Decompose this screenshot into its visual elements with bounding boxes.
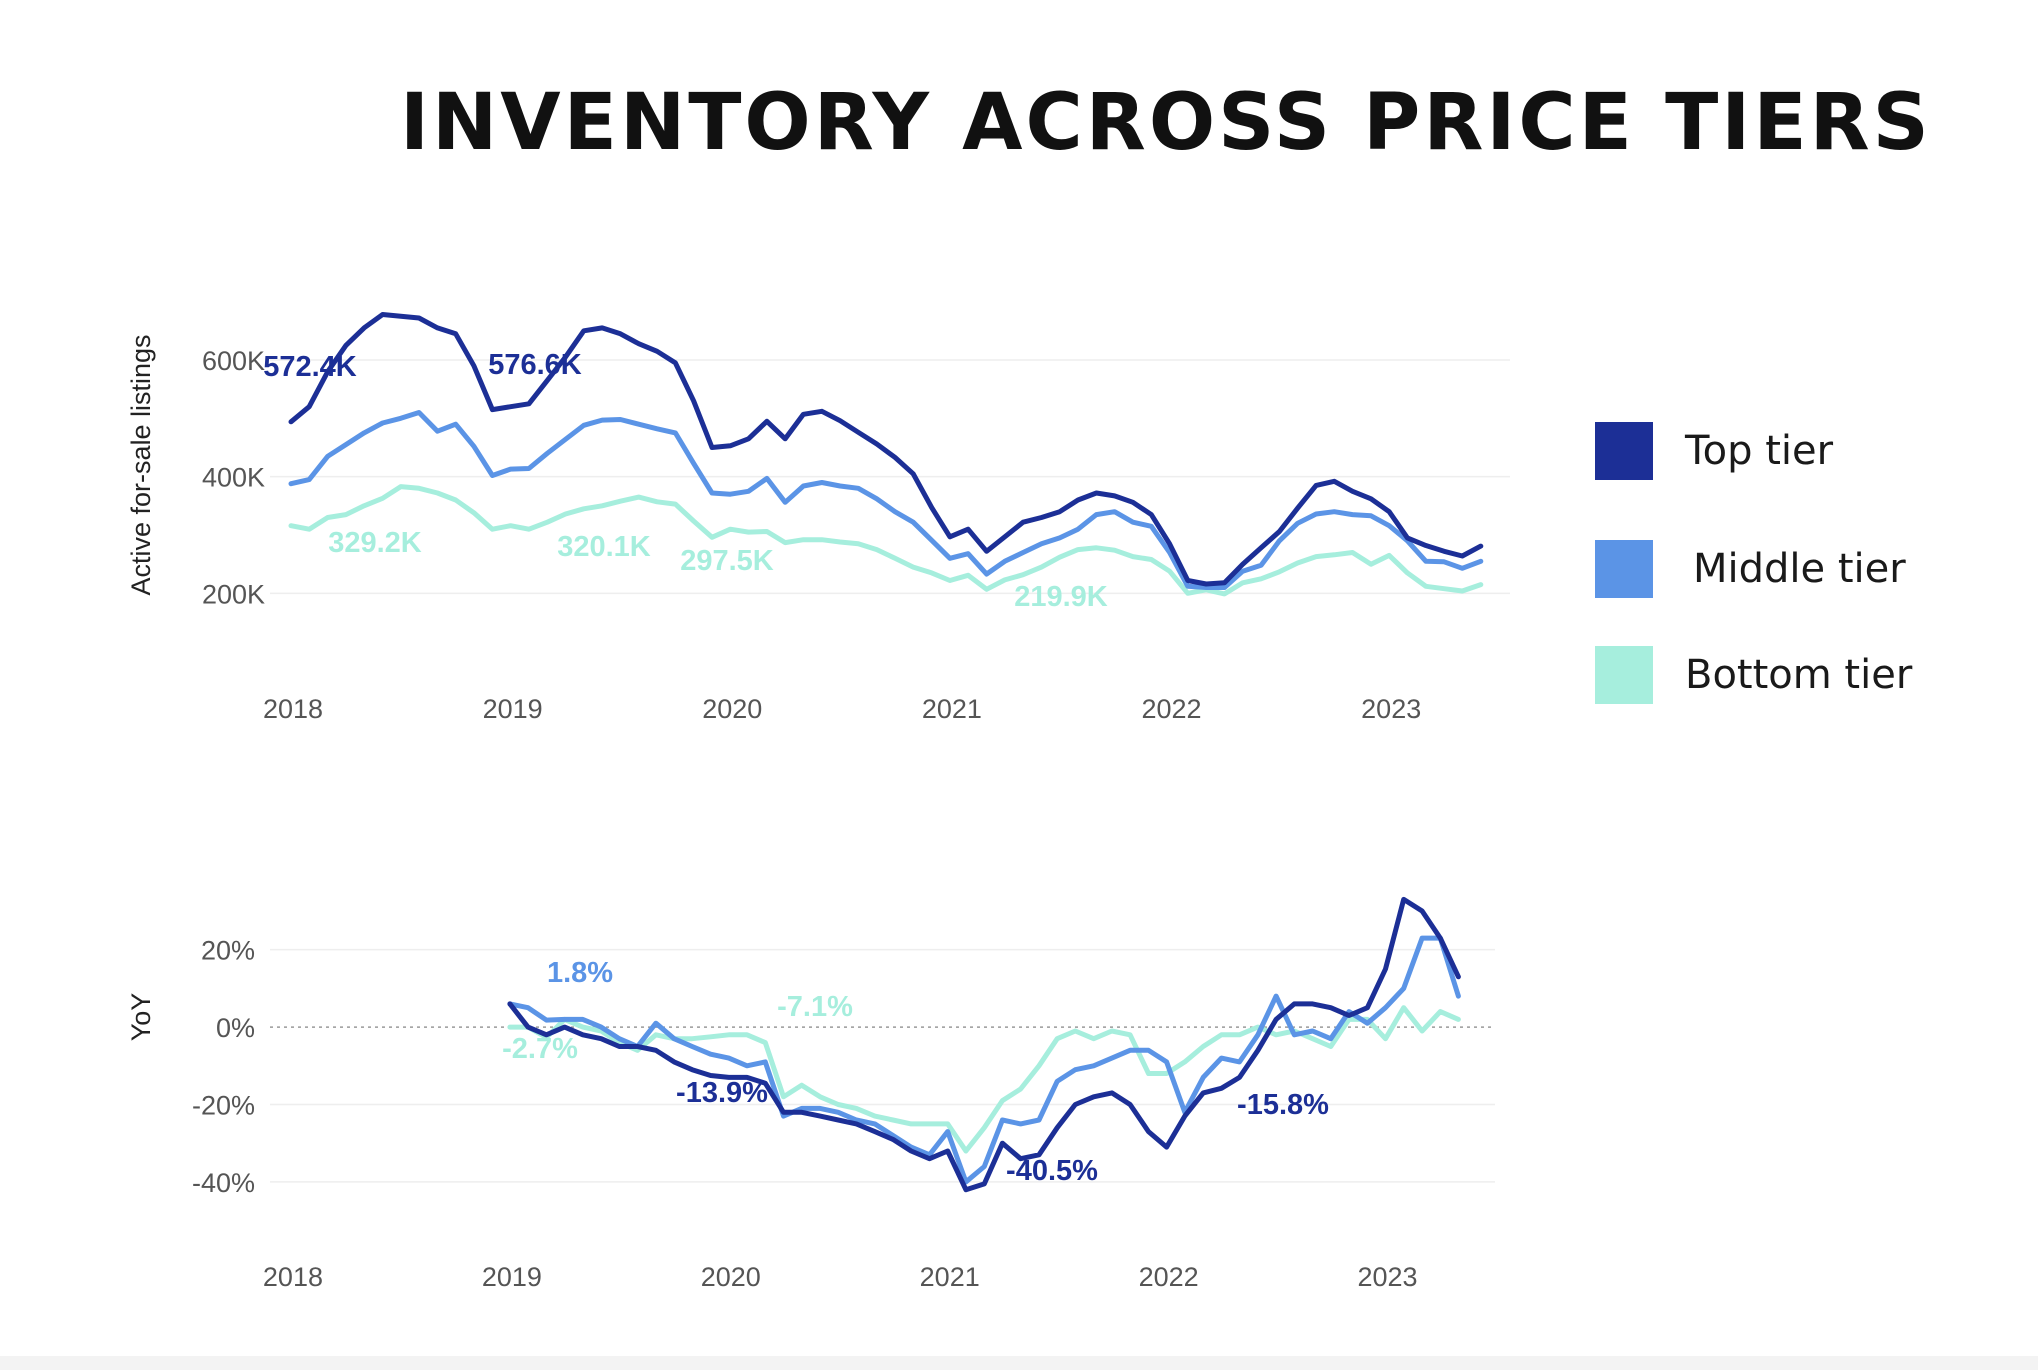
x-tick-label: 2020 bbox=[701, 1262, 761, 1292]
legend-label-middle-tier: Middle tier bbox=[1693, 546, 1906, 592]
series-line-top-tier bbox=[288, 312, 1484, 587]
data-label: 320.1K bbox=[557, 531, 651, 563]
x-tick-label: 2020 bbox=[702, 694, 762, 724]
data-label: -7.1% bbox=[777, 991, 853, 1023]
legend-label-top-tier: Top tier bbox=[1685, 428, 1834, 474]
data-label: 1.8% bbox=[547, 957, 613, 989]
y-tick-label: -20% bbox=[192, 1091, 255, 1121]
legend-item-top-tier: Top tier bbox=[1595, 422, 1995, 480]
data-label: 572.4K bbox=[263, 351, 357, 383]
page-title: INVENTORY ACROSS PRICE TIERS bbox=[400, 78, 1932, 168]
legend-item-bottom-tier: Bottom tier bbox=[1595, 646, 1995, 704]
data-label: 329.2K bbox=[328, 527, 422, 559]
y-tick-label: 200K bbox=[202, 579, 265, 609]
data-label: -40.5% bbox=[1006, 1155, 1098, 1187]
y-axis-label: YoY bbox=[126, 993, 156, 1042]
y-axis-label: Active for-sale listings bbox=[126, 334, 156, 595]
legend-swatch-top-tier bbox=[1595, 422, 1653, 480]
series-line-middle-tier bbox=[288, 410, 1484, 590]
y-tick-label: 600K bbox=[202, 346, 265, 376]
y-tick-label: 20% bbox=[201, 936, 255, 966]
data-label: 219.9K bbox=[1014, 581, 1108, 613]
x-tick-label: 2022 bbox=[1139, 1262, 1199, 1292]
x-tick-label: 2022 bbox=[1142, 694, 1202, 724]
x-tick-label: 2018 bbox=[263, 694, 323, 724]
x-tick-label: 2021 bbox=[920, 1262, 980, 1292]
data-label: 297.5K bbox=[680, 545, 774, 577]
series-line-bottom-tier bbox=[288, 484, 1484, 597]
chart-2: 20% 0% -20% -40% 2018 2019 2020 2021 2022 2023 YoY… bbox=[126, 896, 1495, 1292]
footer-band bbox=[0, 1356, 2038, 1370]
data-label: -13.9% bbox=[676, 1077, 768, 1109]
legend-swatch-bottom-tier bbox=[1595, 646, 1653, 704]
chart-1: 600K 400K 200K 2018 2019 2020 2021 2022 2023 Acti… bbox=[126, 312, 1510, 724]
data-label: -15.8% bbox=[1237, 1089, 1329, 1121]
series-line-top-tier bbox=[507, 896, 1461, 1193]
x-tick-label: 2018 bbox=[263, 1262, 323, 1292]
x-tick-label: 2019 bbox=[483, 694, 543, 724]
data-label: -2.7% bbox=[502, 1033, 578, 1065]
y-tick-label: 0% bbox=[216, 1013, 255, 1043]
x-tick-label: 2023 bbox=[1358, 1262, 1418, 1292]
legend-item-middle-tier: Middle tier bbox=[1595, 540, 1995, 598]
y-tick-label: 400K bbox=[202, 463, 265, 493]
x-tick-label: 2019 bbox=[482, 1262, 542, 1292]
data-label: 576.6K bbox=[488, 349, 582, 381]
legend-label-bottom-tier: Bottom tier bbox=[1685, 652, 1913, 698]
series-line-middle-tier bbox=[507, 935, 1461, 1185]
legend-swatch-middle-tier bbox=[1595, 540, 1653, 598]
x-tick-label: 2023 bbox=[1361, 694, 1421, 724]
x-tick-label: 2021 bbox=[922, 694, 982, 724]
y-tick-label: -40% bbox=[192, 1168, 255, 1198]
